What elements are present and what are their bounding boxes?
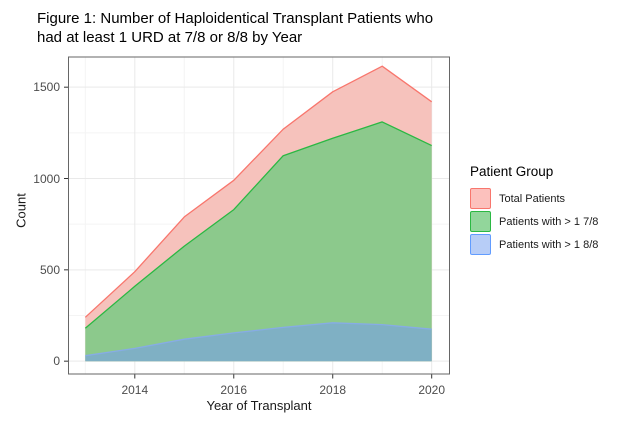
y-tick-label-0: 0	[53, 354, 60, 369]
x-tick-label-2020: 2020	[418, 382, 446, 397]
legend: Patient Group Total Patients Patients wi…	[470, 164, 598, 257]
legend-swatch-7-8	[470, 211, 491, 232]
y-tick-label-1500: 1500	[33, 80, 60, 95]
area-series-1	[85, 121, 432, 362]
legend-label-7-8: Patients with > 1 7/8	[499, 215, 599, 228]
x-tick-label-2018: 2018	[319, 382, 347, 397]
panel	[64, 56, 450, 379]
legend-swatch-8-8	[470, 234, 491, 255]
x-tick-label-2014: 2014	[121, 382, 149, 397]
area-outline-0	[84, 65, 433, 318]
area-outline-2	[85, 322, 432, 357]
legend-swatch-total-patients	[470, 188, 491, 209]
legend-item-7-8: Patients with > 1 7/8	[470, 211, 598, 232]
area-series-2	[85, 322, 432, 362]
x-tick-label-2016: 2016	[220, 382, 248, 397]
chart-title: Figure 1: Number of Haploidentical Trans…	[37, 10, 434, 47]
legend-label-total-patients: Total Patients	[499, 192, 566, 205]
legend-item-8-8: Patients with > 1 8/8	[470, 234, 598, 255]
x-axis-title: Year of Transplant	[206, 398, 312, 413]
legend-title: Patient Group	[470, 164, 554, 179]
y-tick-label-500: 500	[39, 262, 60, 277]
area-outline-1	[84, 121, 432, 329]
legend-item-total-patients: Total Patients	[470, 188, 598, 209]
y-tick-label-1000: 1000	[33, 171, 60, 186]
legend-label-8-8: Patients with > 1 8/8	[499, 238, 599, 251]
panel-border	[68, 56, 450, 375]
